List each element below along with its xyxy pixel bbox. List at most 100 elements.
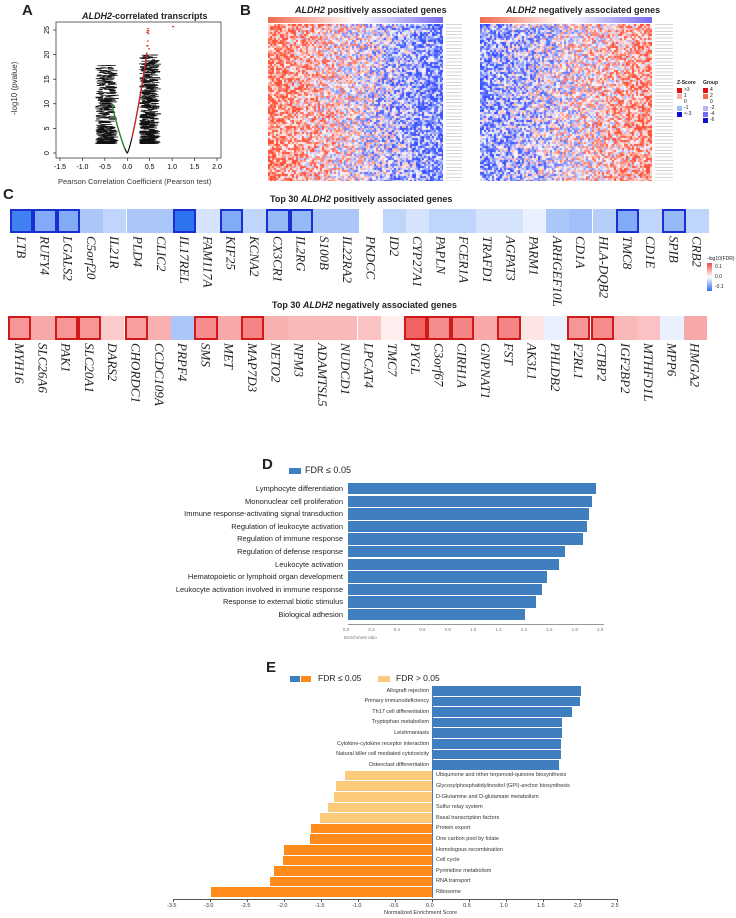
gene-label: F2RL1 <box>571 343 587 380</box>
legend-swatch <box>703 118 708 123</box>
data-point <box>105 86 113 88</box>
heatmap-cell <box>241 316 265 340</box>
data-point <box>97 74 102 76</box>
data-point <box>106 106 114 107</box>
data-point <box>102 67 111 69</box>
data-point <box>110 139 118 141</box>
legend-tick: 0.1 <box>715 264 722 270</box>
data-point <box>139 106 148 108</box>
data-point <box>141 105 150 106</box>
data-point <box>141 109 146 111</box>
gene-label: MET <box>221 343 237 369</box>
data-point <box>149 79 154 81</box>
data-point <box>109 111 114 113</box>
data-point <box>148 135 156 136</box>
data-point <box>105 100 114 102</box>
data-point <box>141 143 150 144</box>
y-tick-label: 10 <box>44 100 51 108</box>
heatmap-cell <box>56 209 80 233</box>
data-point <box>95 107 102 109</box>
data-point <box>142 118 148 120</box>
data-point <box>150 119 155 121</box>
data-point <box>145 73 153 75</box>
gene-label: CD1A <box>573 236 589 269</box>
title-rest: positively associated genes <box>325 5 447 15</box>
heatmap-cell <box>662 209 686 233</box>
data-point <box>104 121 111 123</box>
data-point <box>140 102 149 104</box>
data-point <box>147 88 151 89</box>
heatmap-cell <box>124 316 148 340</box>
data-point <box>95 128 104 130</box>
data-point <box>106 128 112 130</box>
data-point <box>139 73 143 74</box>
group-bar-neg <box>480 17 652 23</box>
data-point <box>99 97 104 99</box>
legend-tick: -0.1 <box>715 284 724 290</box>
gene-label: PYGL <box>408 343 424 375</box>
data-point <box>107 111 115 112</box>
bar-label: One carbon pool by folate <box>436 835 499 842</box>
gene-label: CCDC109A <box>151 343 167 406</box>
data-point <box>151 114 156 116</box>
data-point <box>152 122 158 124</box>
data-point <box>103 112 109 114</box>
bar <box>432 728 562 738</box>
legend-swatch <box>677 94 682 99</box>
data-point <box>150 132 159 134</box>
x-tick-label: 1.8 <box>571 626 578 632</box>
legend-swatch <box>677 100 682 105</box>
data-point <box>140 142 146 144</box>
bar-label: RNA transport <box>436 878 471 885</box>
data-point <box>148 97 156 98</box>
bar <box>348 546 566 558</box>
bar-label: Response to external biotic stimulus <box>222 597 343 607</box>
gene-label: SPIB <box>666 236 682 263</box>
data-point <box>110 70 118 72</box>
x-axis <box>348 623 604 625</box>
data-point <box>106 120 115 122</box>
data-point <box>106 78 114 80</box>
data-point <box>106 126 110 128</box>
data-point <box>110 95 116 97</box>
panel-label-d: D <box>262 456 273 473</box>
data-point <box>141 54 149 56</box>
data-point <box>148 57 153 59</box>
data-point <box>144 103 149 105</box>
data-point <box>144 140 149 142</box>
data-point <box>145 133 153 135</box>
data-point <box>140 120 150 122</box>
heatmap-cell <box>264 316 288 340</box>
gene-label: SLC20A1 <box>81 343 97 393</box>
data-point <box>107 129 116 131</box>
heatmap-cell <box>79 209 104 233</box>
data-point <box>152 124 156 126</box>
legend-swatch <box>703 112 708 117</box>
data-point <box>105 77 115 79</box>
data-point <box>110 98 119 99</box>
data-point <box>151 127 158 129</box>
title-gene: ALDH2 <box>506 5 537 15</box>
data-point <box>100 116 107 118</box>
legend-title: -log10(FDR) <box>707 256 735 262</box>
data-point <box>107 82 112 84</box>
data-point <box>151 143 159 144</box>
data-point <box>141 93 149 95</box>
heatmap-cell <box>427 316 451 340</box>
legend-swatch <box>703 100 708 105</box>
bar <box>432 707 572 717</box>
data-point <box>149 129 153 131</box>
gene-label: PKDCC <box>363 236 379 280</box>
data-point <box>102 109 109 111</box>
bar <box>309 834 432 844</box>
data-point <box>109 83 115 85</box>
data-point <box>100 120 107 122</box>
data-point <box>102 83 106 85</box>
data-point <box>150 72 156 73</box>
bar-label: Th17 cell differentiation <box>372 708 429 715</box>
data-point <box>146 130 154 132</box>
data-point <box>144 110 152 112</box>
legend-label-nonsig: FDR > 0.05 <box>396 673 440 683</box>
data-point <box>142 76 149 77</box>
